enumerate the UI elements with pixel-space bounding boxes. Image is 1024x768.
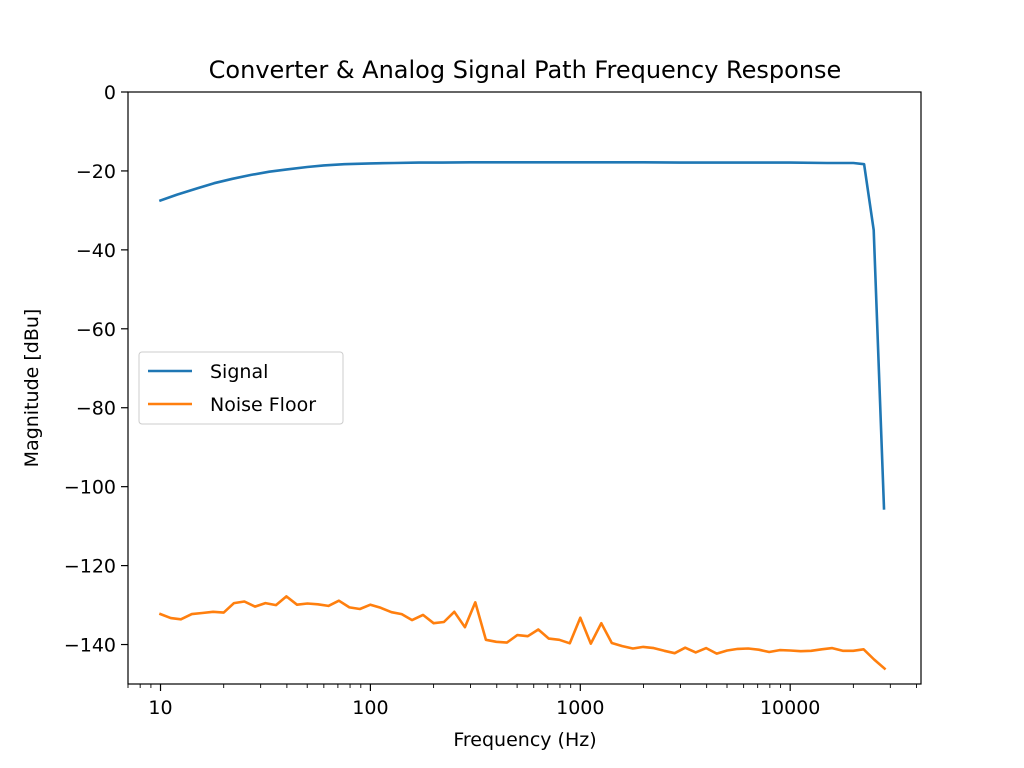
x-axis: 10 100 1000 10000 <box>127 684 918 719</box>
x-tick-label: 10000 <box>760 697 820 719</box>
y-tick-label: 0 <box>104 82 116 104</box>
chart-title: Converter & Analog Signal Path Frequency… <box>209 56 842 84</box>
y-tick-label: −120 <box>64 556 116 578</box>
series-layer <box>158 161 887 671</box>
y-axis: 0 −20 −40 −60 −80 −100 −120 −140 <box>64 82 128 657</box>
x-tick-label: 100 <box>352 697 388 719</box>
series-line-signal <box>158 161 886 510</box>
y-tick-label: −80 <box>76 398 116 420</box>
y-tick-label: −20 <box>76 161 116 183</box>
y-tick-label: −40 <box>76 240 116 262</box>
legend-label: Signal <box>210 361 268 383</box>
x-tick-label: 1000 <box>556 697 604 719</box>
y-tick-label: −60 <box>76 319 116 341</box>
x-axis-label: Frequency (Hz) <box>453 729 596 751</box>
y-axis-label: Magnitude [dBu] <box>21 309 43 468</box>
y-tick-label: −100 <box>64 477 116 499</box>
x-tick-label: 10 <box>148 697 172 719</box>
legend: Signal Noise Floor <box>138 351 344 425</box>
legend-label: Noise Floor <box>210 394 316 416</box>
series-line-noise-floor <box>158 595 887 671</box>
y-tick-label: −140 <box>64 635 116 657</box>
plot-frame <box>127 91 922 685</box>
